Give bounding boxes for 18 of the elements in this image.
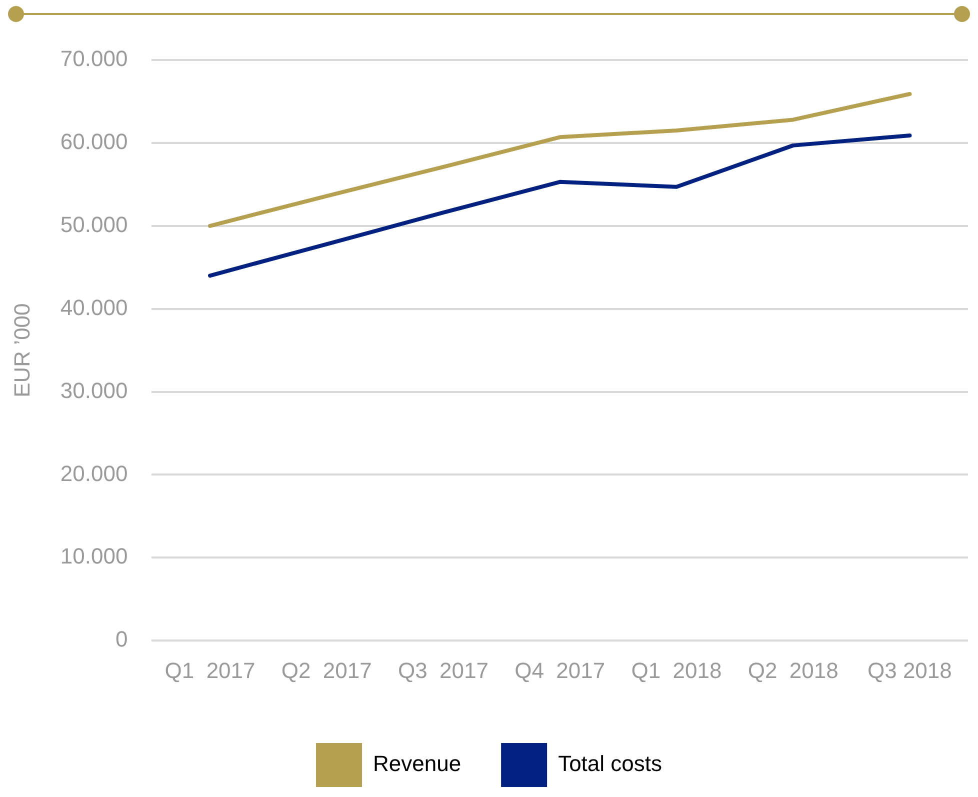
y-tick-label: 60.000 <box>60 129 128 154</box>
x-tick-label: Q2 2017 <box>281 658 372 683</box>
y-tick-label: 70.000 <box>60 46 128 72</box>
y-tick-label: 20.000 <box>60 460 128 486</box>
legend-label: Revenue <box>373 751 462 776</box>
y-tick-label: 0 <box>115 626 128 652</box>
y-tick-label: 50.000 <box>60 212 128 237</box>
x-tick-label: Q4 2017 <box>514 658 606 683</box>
x-tick-label: Q1 2017 <box>164 658 256 683</box>
x-tick-label: Q3 2018 <box>867 658 952 683</box>
legend-label: Total costs <box>558 751 662 776</box>
y-tick-label: 40.000 <box>60 294 128 320</box>
x-tick-label: Q1 2018 <box>631 658 722 683</box>
y-tick-label: 30.000 <box>60 378 128 403</box>
y-axis-title: EUR ’000 <box>9 303 34 398</box>
x-tick-label: Q3 2017 <box>398 658 488 683</box>
x-tick-label: Q2 2018 <box>748 658 838 683</box>
y-tick-label: 10.000 <box>60 544 128 569</box>
